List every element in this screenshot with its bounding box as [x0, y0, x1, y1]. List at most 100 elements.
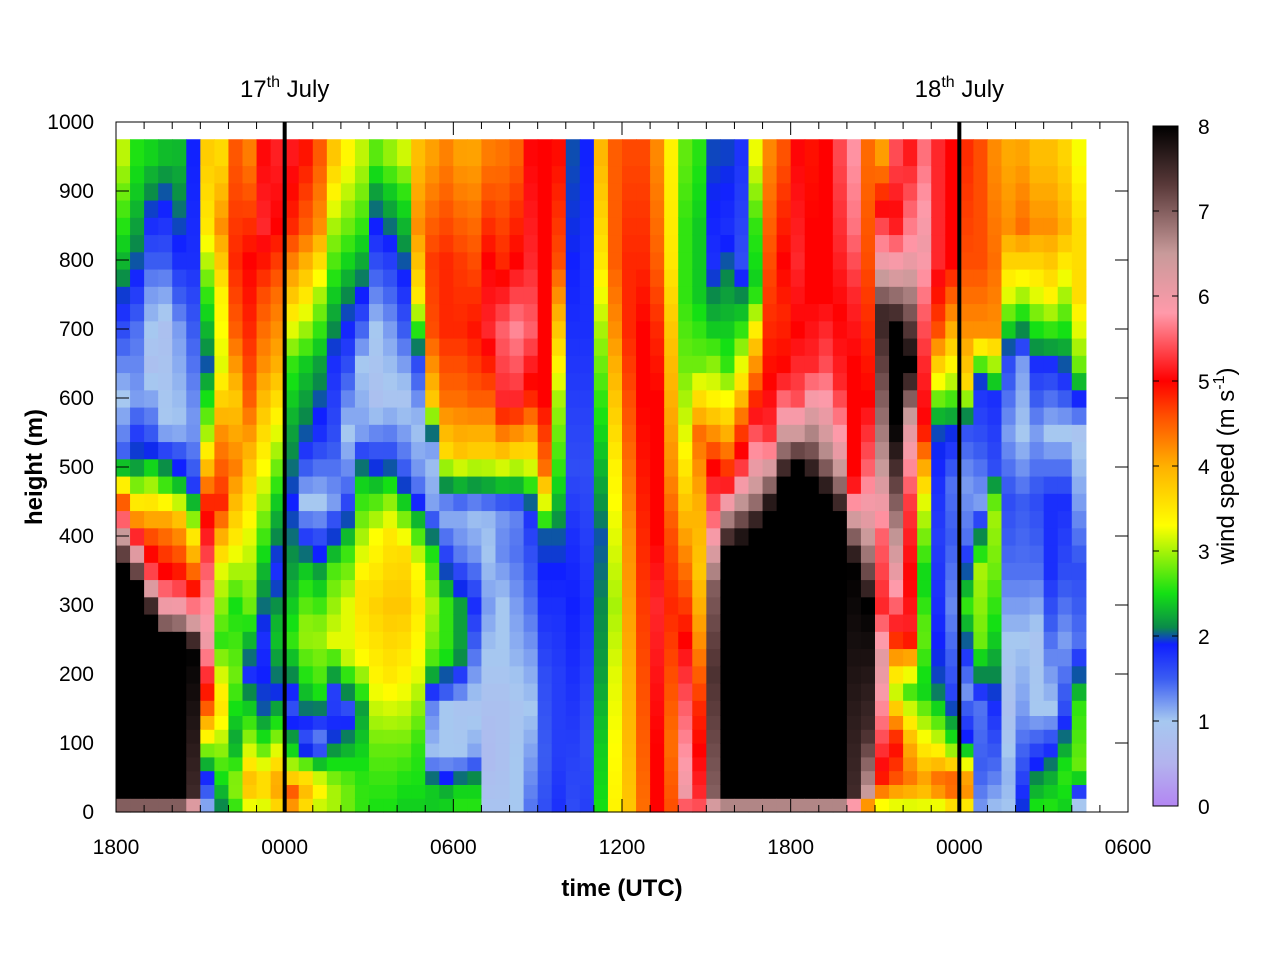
heatmap-cell — [636, 337, 651, 356]
heatmap-cell — [790, 372, 806, 391]
heatmap-cell — [846, 743, 862, 758]
heatmap-cell — [959, 579, 974, 598]
heatmap-cell — [228, 715, 244, 730]
heatmap-cell — [200, 389, 215, 408]
heatmap-cell — [664, 798, 679, 813]
heatmap-cell — [453, 337, 468, 356]
heatmap-cell — [889, 743, 904, 758]
heatmap-cell — [565, 648, 581, 667]
heatmap-cell — [256, 303, 272, 322]
heatmap-cell — [917, 372, 932, 391]
heatmap-cell — [917, 441, 932, 460]
heatmap-cell — [734, 579, 750, 598]
heatmap-cell — [298, 579, 314, 598]
heatmap-cell — [214, 372, 230, 391]
heatmap-cell — [607, 562, 623, 581]
heatmap-cell — [875, 648, 890, 667]
heatmap-cell — [509, 234, 525, 253]
heatmap-cell — [354, 579, 370, 598]
heatmap-cell — [734, 475, 750, 494]
heatmap-cell — [425, 372, 440, 391]
heatmap-cell — [172, 682, 187, 701]
heatmap-cell — [1057, 199, 1073, 218]
heatmap-cell — [383, 648, 398, 667]
heatmap-cell — [354, 700, 370, 716]
heatmap-cell — [579, 234, 595, 253]
heatmap-cell — [467, 665, 483, 684]
heatmap-cell — [987, 493, 1003, 512]
heatmap-cell — [144, 596, 159, 615]
heatmap-cell — [383, 234, 398, 253]
heatmap-cell — [326, 355, 342, 374]
heatmap-cell — [832, 355, 848, 374]
heatmap-cell — [523, 729, 539, 744]
heatmap-cell — [354, 562, 370, 581]
heatmap-cell — [692, 631, 707, 650]
heatmap-cell — [298, 784, 314, 799]
heatmap-cell — [537, 320, 553, 339]
heatmap-cell — [931, 475, 946, 494]
heatmap-cell — [607, 234, 623, 253]
heatmap-cell — [720, 562, 736, 581]
colorbar-ticks — [1153, 125, 1178, 807]
heatmap-cell — [987, 372, 1003, 391]
heatmap-cell — [411, 406, 426, 425]
heatmap-cell — [467, 337, 483, 356]
heatmap-cell — [481, 372, 497, 391]
heatmap-cell — [270, 286, 286, 305]
heatmap-cell — [622, 320, 637, 339]
heatmap-cell — [945, 424, 960, 443]
heatmap-cell — [1029, 700, 1045, 716]
heatmap-cell — [579, 139, 595, 167]
heatmap-cell — [537, 665, 553, 684]
heatmap-cell — [298, 756, 314, 772]
heatmap-cell — [762, 493, 778, 512]
heatmap-cell — [481, 493, 497, 512]
heatmap-cell — [312, 770, 328, 785]
heatmap-cell — [200, 665, 215, 684]
heatmap-cell — [720, 139, 736, 167]
heatmap-cell — [917, 199, 932, 218]
heatmap-cell — [875, 562, 890, 581]
heatmap-cell — [354, 682, 370, 701]
heatmap-cell — [340, 493, 356, 512]
heatmap-cell — [1015, 579, 1031, 598]
heatmap-cell — [523, 579, 539, 598]
heatmap-cell — [875, 303, 890, 322]
heatmap-cell — [734, 562, 750, 581]
heatmap-cell — [383, 743, 398, 758]
heatmap-cell — [931, 286, 946, 305]
heatmap-cell — [453, 372, 468, 391]
heatmap-cell — [354, 303, 370, 322]
heatmap-cell — [860, 770, 876, 785]
heatmap-cell — [1015, 648, 1031, 667]
heatmap-cell — [762, 303, 778, 322]
heatmap-cell — [172, 613, 187, 632]
heatmap-cell — [860, 665, 876, 684]
heatmap-cell — [636, 613, 651, 632]
heatmap-cell — [172, 458, 187, 477]
heatmap-cell — [903, 268, 918, 287]
heatmap-cell — [369, 139, 384, 167]
heatmap-cell — [495, 715, 511, 730]
heatmap-cell — [593, 756, 609, 772]
heatmap-cell — [1001, 510, 1017, 529]
heatmap-cell — [425, 337, 440, 356]
heatmap-cell — [748, 139, 764, 167]
heatmap-cell — [158, 389, 173, 408]
heatmap-cell — [172, 510, 187, 529]
heatmap-cell — [1001, 139, 1017, 167]
heatmap-cell — [551, 475, 567, 494]
heatmap-cell — [551, 355, 567, 374]
heatmap-cell — [298, 665, 314, 684]
heatmap-cell — [889, 234, 904, 253]
heatmap-cell — [256, 682, 272, 701]
heatmap-cell — [326, 493, 342, 512]
heatmap-cell — [565, 596, 581, 615]
heatmap-cell — [593, 165, 609, 184]
heatmap-cell — [158, 682, 173, 701]
heatmap-cell — [931, 715, 946, 730]
heatmap-cell — [298, 199, 314, 218]
heatmap-cell — [973, 406, 989, 425]
heatmap-cell — [1001, 217, 1017, 236]
